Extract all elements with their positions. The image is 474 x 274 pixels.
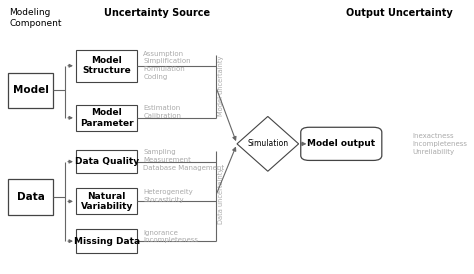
FancyBboxPatch shape — [8, 73, 53, 108]
FancyBboxPatch shape — [76, 189, 137, 214]
Polygon shape — [237, 116, 299, 171]
Text: Model
Parameter: Model Parameter — [80, 108, 134, 127]
Text: Output Uncertainty: Output Uncertainty — [346, 8, 453, 18]
FancyBboxPatch shape — [301, 127, 382, 161]
Text: Model
Structure: Model Structure — [82, 56, 131, 75]
FancyBboxPatch shape — [8, 179, 53, 215]
Text: Data: Data — [17, 192, 45, 202]
Text: Missing Data: Missing Data — [73, 237, 140, 246]
Text: Sampling
Measurement
Database Management: Sampling Measurement Database Management — [143, 149, 224, 171]
Text: Assumption
Simplification
Formulation
Coding: Assumption Simplification Formulation Co… — [143, 51, 191, 80]
Text: Data uncertainty: Data uncertainty — [218, 168, 224, 224]
Text: Model: Model — [13, 85, 49, 95]
FancyBboxPatch shape — [76, 150, 137, 173]
Text: Simulation: Simulation — [247, 139, 288, 148]
FancyBboxPatch shape — [76, 105, 137, 131]
Text: Uncertainty Source: Uncertainty Source — [104, 8, 210, 18]
Text: Model output: Model output — [307, 139, 375, 148]
Text: Ignorance
Incompleteness: Ignorance Incompleteness — [143, 230, 198, 243]
Text: Natural
Variability: Natural Variability — [81, 192, 133, 211]
Text: Inexactness
Incompleteness
Unreliability: Inexactness Incompleteness Unreliability — [412, 133, 468, 155]
Text: Estimation
Calibration: Estimation Calibration — [143, 105, 181, 119]
FancyBboxPatch shape — [76, 50, 137, 82]
FancyBboxPatch shape — [76, 230, 137, 253]
Text: Heterogeneity
Stocasticity: Heterogeneity Stocasticity — [143, 189, 193, 203]
Text: Data Quality: Data Quality — [74, 157, 139, 166]
Text: Model uncertainty: Model uncertainty — [218, 56, 224, 116]
Text: Modeling
Component: Modeling Component — [9, 8, 62, 28]
